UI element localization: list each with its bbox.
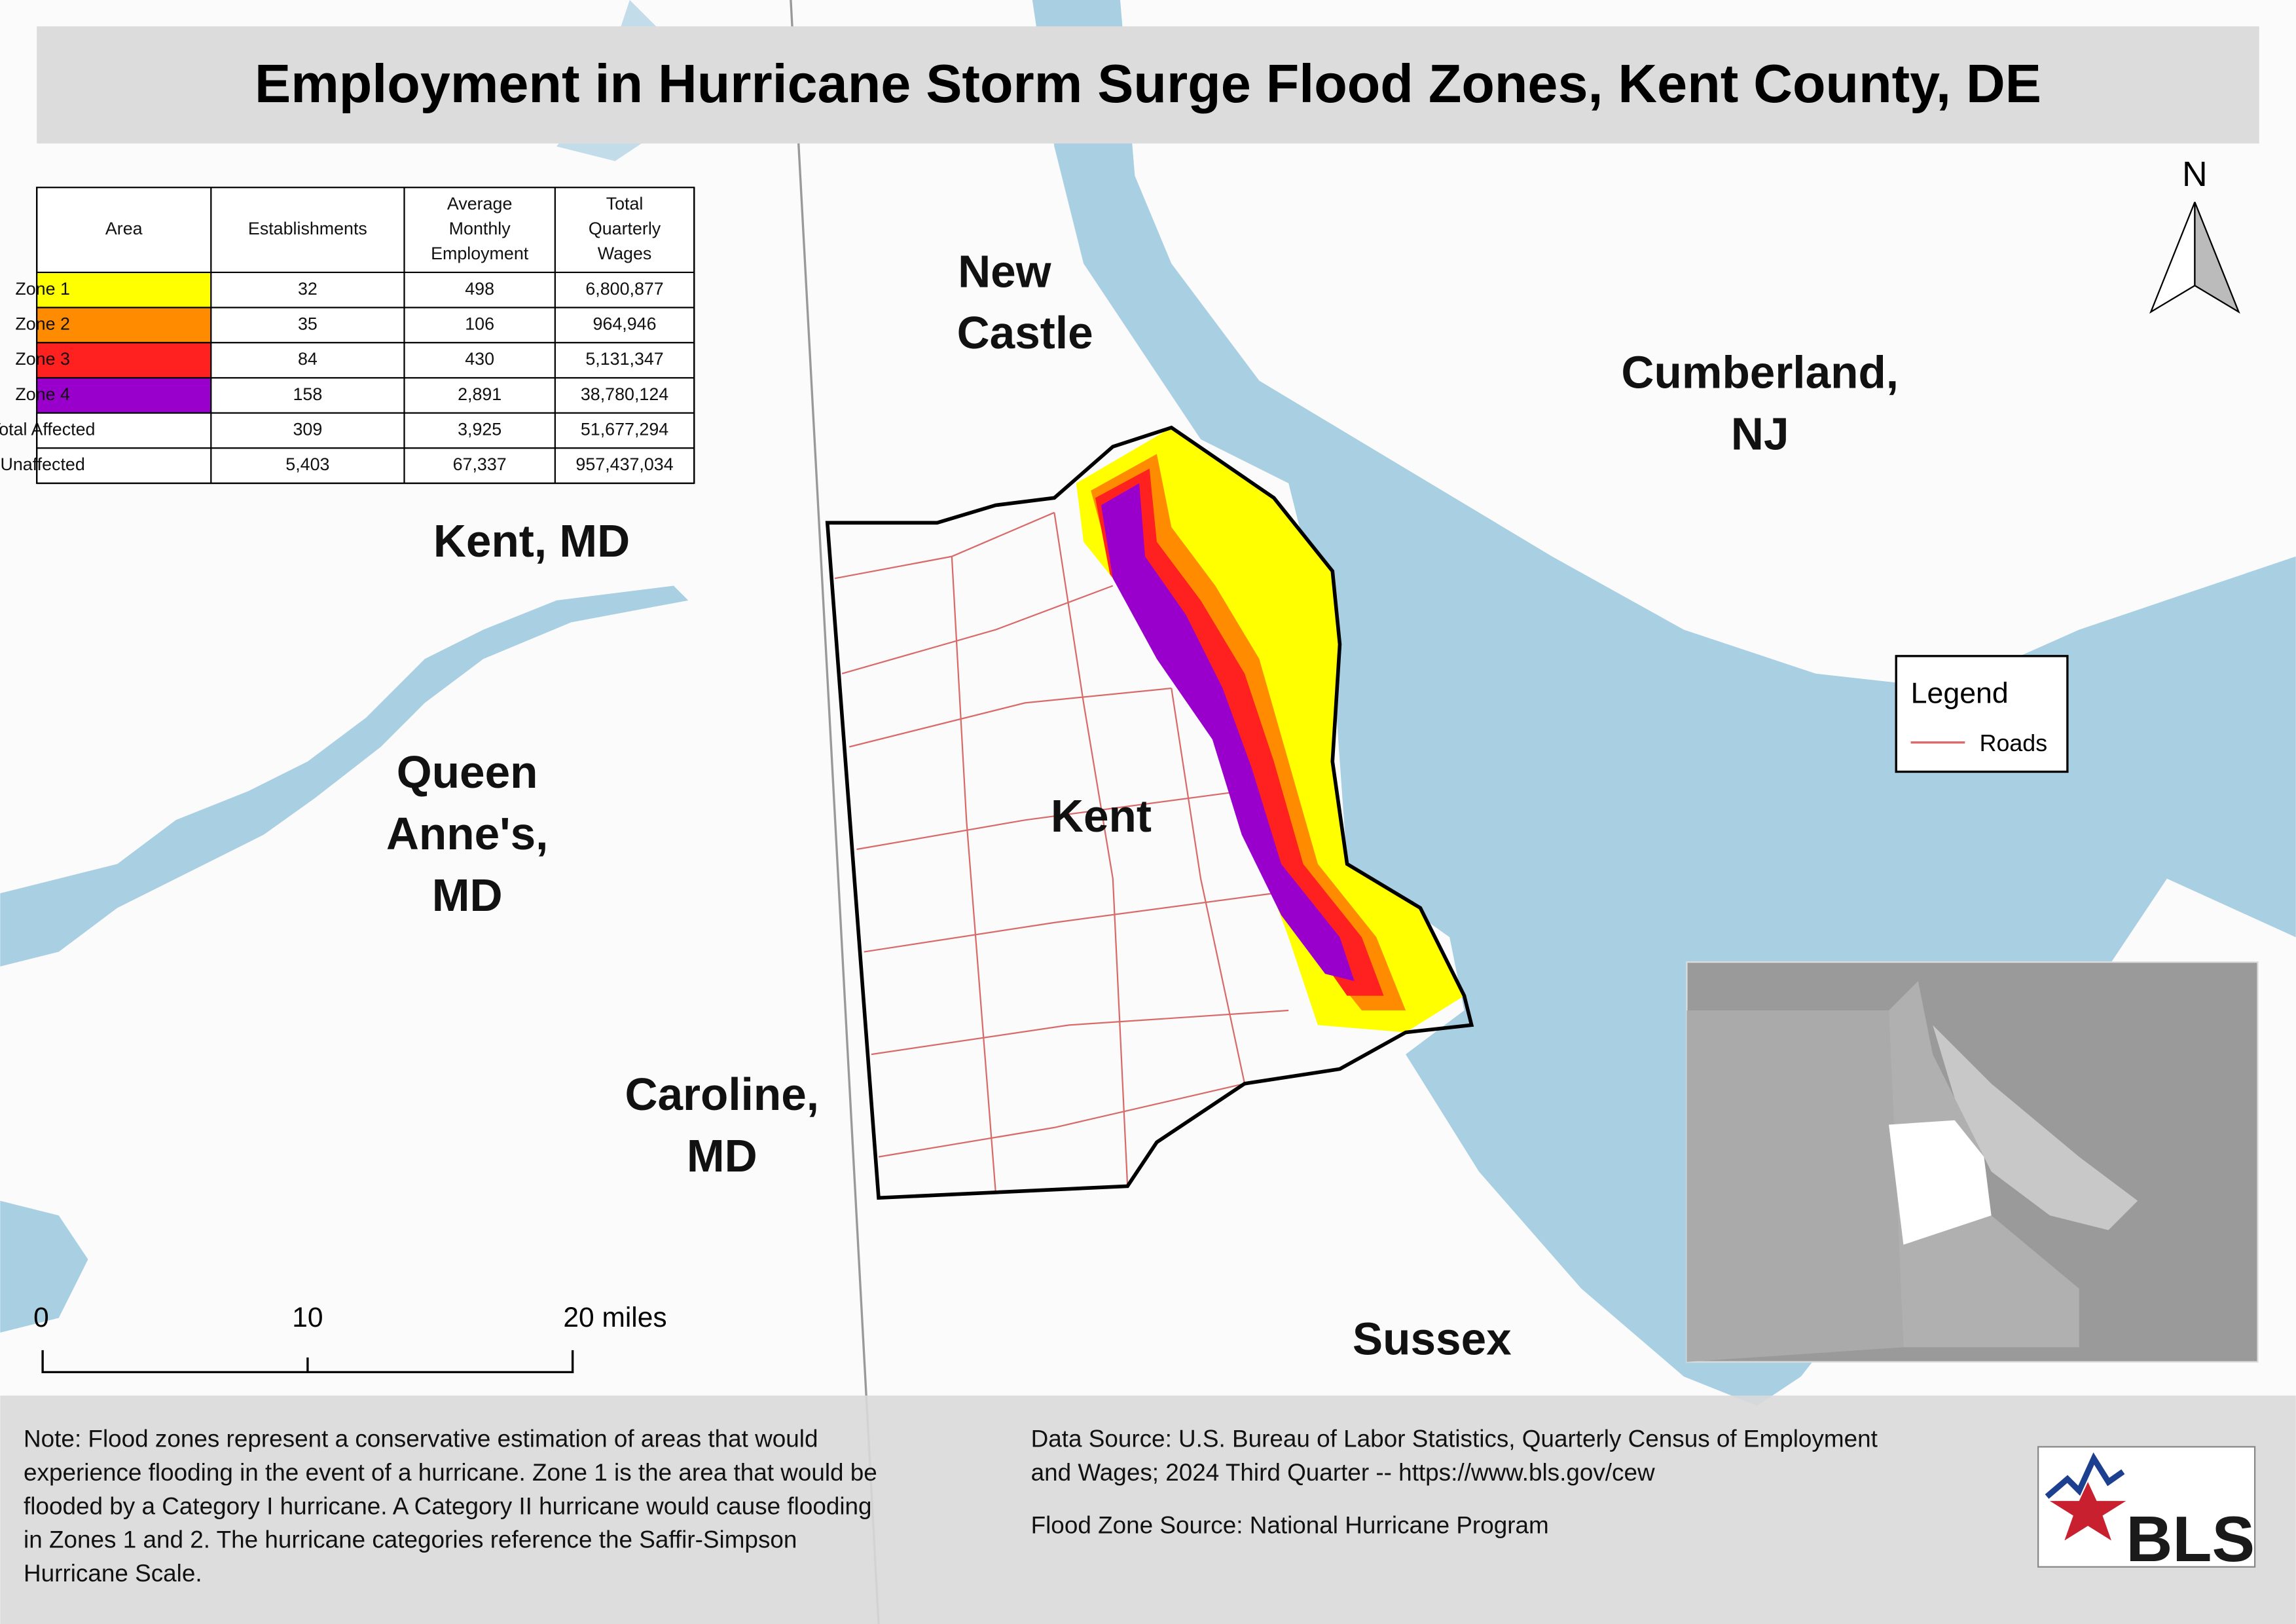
table-header: Area bbox=[105, 219, 143, 238]
data-table: Area Establishments Average Monthly Employme… bbox=[0, 187, 695, 485]
note-line: in Zones 1 and 2. The hurricane categori… bbox=[24, 1526, 797, 1553]
table-cell: 106 bbox=[465, 314, 494, 334]
zone-swatch bbox=[37, 307, 211, 343]
footer-band bbox=[0, 1395, 2296, 1624]
logo-text: BLS bbox=[2126, 1503, 2255, 1575]
table-cell: 964,946 bbox=[593, 314, 657, 334]
label-line: NJ bbox=[1731, 409, 1789, 460]
north-label: N bbox=[2182, 155, 2208, 194]
map-label: Cumberland, NJ bbox=[1621, 347, 1899, 460]
label-line: Anne's, bbox=[386, 808, 549, 859]
inset-map bbox=[1686, 961, 2259, 1363]
table-cell: 158 bbox=[293, 384, 323, 404]
source: and Wages; 2024 Third Quarter -- https:/… bbox=[1031, 1459, 1655, 1486]
map-label: New Castle bbox=[957, 246, 1093, 358]
label-line: New bbox=[958, 246, 1052, 297]
label-line: Caroline, bbox=[625, 1069, 819, 1120]
table-cell: 51,677,294 bbox=[581, 420, 668, 439]
table-cell: Zone 2 bbox=[15, 314, 70, 334]
title-band bbox=[37, 26, 2259, 144]
note-line: flooded by a Category I hurricane. A Cat… bbox=[24, 1492, 872, 1519]
scale-label: 0 bbox=[33, 1302, 49, 1333]
table-cell: 32 bbox=[298, 279, 318, 299]
map-label: Queen Anne's, MD bbox=[386, 747, 549, 921]
table-cell: 67,337 bbox=[453, 454, 507, 474]
label-line: Cumberland, bbox=[1621, 347, 1899, 398]
table-header: Wages bbox=[598, 244, 652, 263]
table-cell: Zone 4 bbox=[15, 384, 70, 404]
table-cell: 84 bbox=[298, 349, 318, 369]
note-line: experience flooding in the event of a hu… bbox=[24, 1459, 877, 1486]
legend-item: Roads bbox=[1980, 730, 2047, 756]
inset-bay bbox=[1933, 1025, 2138, 1230]
label-line: Queen bbox=[397, 747, 538, 798]
table-cell: 957,437,034 bbox=[575, 454, 673, 474]
table-cell: Unaffected bbox=[0, 454, 84, 474]
scale-bar bbox=[41, 1350, 574, 1374]
table-header: Establishments bbox=[248, 219, 367, 238]
label-line: MD bbox=[687, 1130, 757, 1181]
source: Flood Zone Source: National Hurricane Pr… bbox=[1031, 1511, 1549, 1538]
note-line: Hurricane Scale. bbox=[24, 1560, 202, 1587]
table-cell: 38,780,124 bbox=[581, 384, 668, 404]
table-header: Total bbox=[606, 194, 644, 213]
table-cell: 35 bbox=[298, 314, 318, 334]
zone-swatch bbox=[37, 342, 211, 378]
legend-box bbox=[1895, 655, 2069, 773]
map-label: Caroline, MD bbox=[625, 1069, 819, 1181]
note: Note: Flood zones represent a conservati… bbox=[24, 1425, 877, 1587]
scale-label: 10 bbox=[292, 1302, 323, 1333]
legend-title: Legend bbox=[1911, 677, 2009, 709]
note-line: Note: Flood zones represent a conservati… bbox=[24, 1425, 818, 1452]
state-line bbox=[790, 0, 880, 1624]
inset-kent bbox=[1889, 1120, 1992, 1245]
label-line: Castle bbox=[957, 307, 1093, 358]
table-header: Quarterly bbox=[589, 219, 661, 238]
map-label: Kent, MD bbox=[433, 515, 630, 566]
table-cell: 5,131,347 bbox=[585, 349, 663, 369]
table-cell: 6,800,877 bbox=[585, 279, 663, 299]
title: Employment in Hurricane Storm Surge Floo… bbox=[255, 53, 2041, 114]
roads bbox=[834, 511, 1289, 1194]
zone-swatch bbox=[37, 272, 211, 308]
zone-swatch bbox=[37, 377, 211, 413]
table-cell: Total Affected bbox=[0, 420, 95, 439]
table-cell: 2,891 bbox=[458, 384, 501, 404]
flood-zone-4 bbox=[1101, 483, 1355, 982]
table-header: Employment bbox=[431, 244, 529, 263]
logo-line bbox=[2045, 1452, 2125, 1499]
table-header: Monthly bbox=[449, 219, 511, 238]
table-cell: Zone 1 bbox=[15, 279, 70, 299]
table-cell: 498 bbox=[465, 279, 494, 299]
logo-star bbox=[2050, 1482, 2126, 1541]
table-cell: 309 bbox=[293, 420, 323, 439]
table-cell: 3,925 bbox=[458, 420, 501, 439]
map-label: Kent bbox=[1051, 790, 1152, 841]
table-header: Average bbox=[447, 194, 512, 213]
label-line: MD bbox=[432, 870, 503, 921]
scale-label: 20 miles bbox=[563, 1302, 666, 1333]
kent-outline bbox=[825, 425, 1474, 1200]
table-cell: Zone 3 bbox=[15, 349, 70, 369]
table-cell: 5,403 bbox=[285, 454, 329, 474]
inset-maryland bbox=[1686, 1010, 1904, 1362]
source: Data Source: U.S. Bureau of Labor Statis… bbox=[1031, 1425, 1878, 1452]
table-cell: 430 bbox=[465, 349, 494, 369]
map-label: Sussex bbox=[1353, 1314, 1512, 1365]
north-arrow-right bbox=[2194, 202, 2240, 314]
